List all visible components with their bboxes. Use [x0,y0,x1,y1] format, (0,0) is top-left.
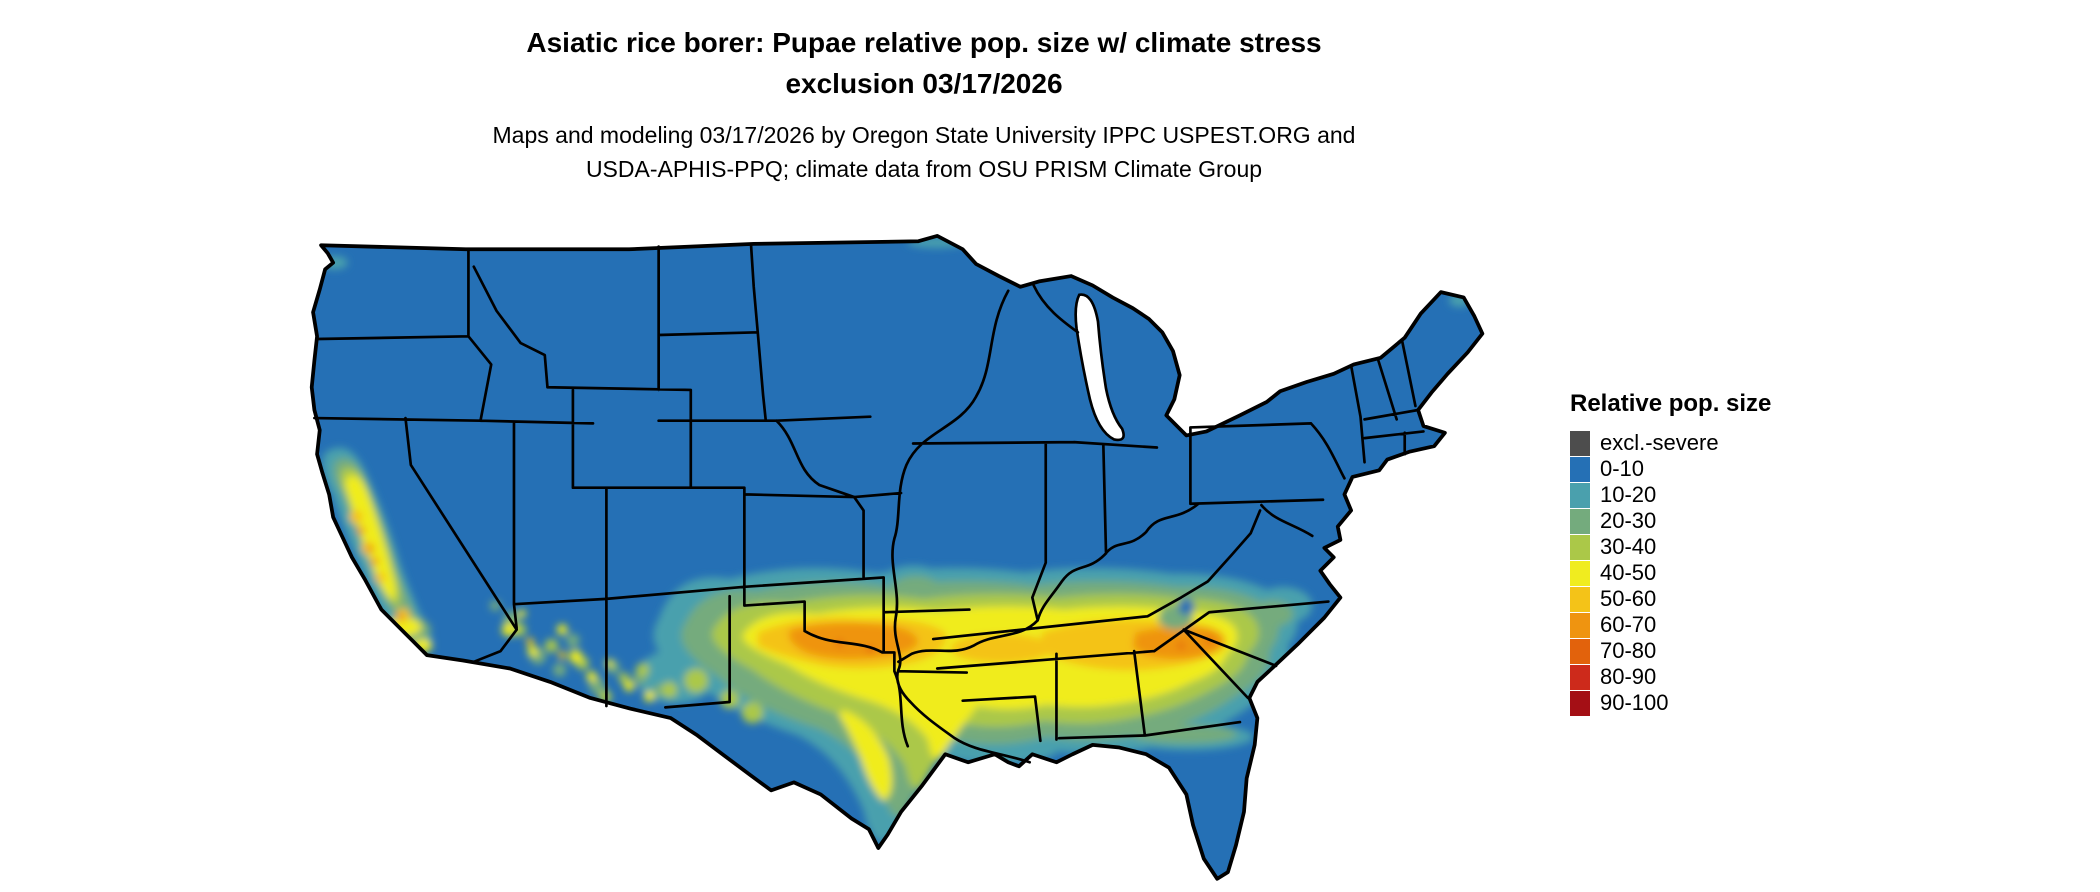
legend-swatch [1570,534,1590,560]
legend-item: 80-90 [1570,664,1771,690]
legend-swatch [1570,690,1590,716]
legend-swatch [1570,612,1590,638]
legend-item: 60-70 [1570,612,1771,638]
subtitle-line-1: Maps and modeling 03/17/2026 by Oregon S… [492,122,1356,148]
legend-swatch [1570,456,1590,482]
legend-item: 30-40 [1570,534,1771,560]
page-title: Asiatic rice borer: Pupae relative pop. … [0,22,1848,104]
legend-item: 70-80 [1570,638,1771,664]
legend-item: 10-20 [1570,482,1771,508]
legend-label: 40-50 [1600,560,1657,585]
legend-label: 10-20 [1600,482,1657,507]
legend-item: 20-30 [1570,508,1771,534]
legend-swatch [1570,560,1590,586]
legend-swatch [1570,508,1590,534]
legend-label: 20-30 [1600,508,1657,533]
legend-swatch [1570,482,1590,508]
raster-layer-60-70 [357,526,1225,660]
page-subtitle: Maps and modeling 03/17/2026 by Oregon S… [0,118,1848,186]
raster-appalachian-0-10 [1178,598,1195,615]
legend-label: 30-40 [1600,534,1657,559]
legend-label: 70-80 [1600,638,1657,663]
legend-swatch [1570,586,1590,612]
title-line-1: Asiatic rice borer: Pupae relative pop. … [526,27,1322,58]
legend-item: excl.-severe [1570,430,1771,456]
subtitle-line-2: USDA-APHIS-PPQ; climate data from OSU PR… [585,156,1263,182]
legend-label: 90-100 [1600,690,1669,715]
legend-label: 0-10 [1600,456,1645,481]
legend-title: Relative pop. size [1570,390,1772,417]
legend: Relative pop. size excl.-severe 0-10 10-… [1570,390,1771,716]
lake-michigan [1074,293,1125,442]
legend-label: excl.-severe [1600,430,1719,455]
title-line-2: exclusion 03/17/2026 [785,68,1063,99]
legend-item: 90-100 [1570,690,1771,716]
legend-label: 60-70 [1600,612,1657,637]
legend-item: 50-60 [1570,586,1771,612]
legend-label: 80-90 [1600,664,1657,689]
legend-swatch [1570,638,1590,664]
us-map [309,233,1485,881]
legend-item: 40-50 [1570,560,1771,586]
us-outline [309,233,1485,881]
state-boundaries [313,243,1425,764]
legend-label: 50-60 [1600,586,1657,611]
legend-swatch [1570,430,1590,456]
legend-item: 0-10 [1570,456,1771,482]
legend-swatch [1570,664,1590,690]
